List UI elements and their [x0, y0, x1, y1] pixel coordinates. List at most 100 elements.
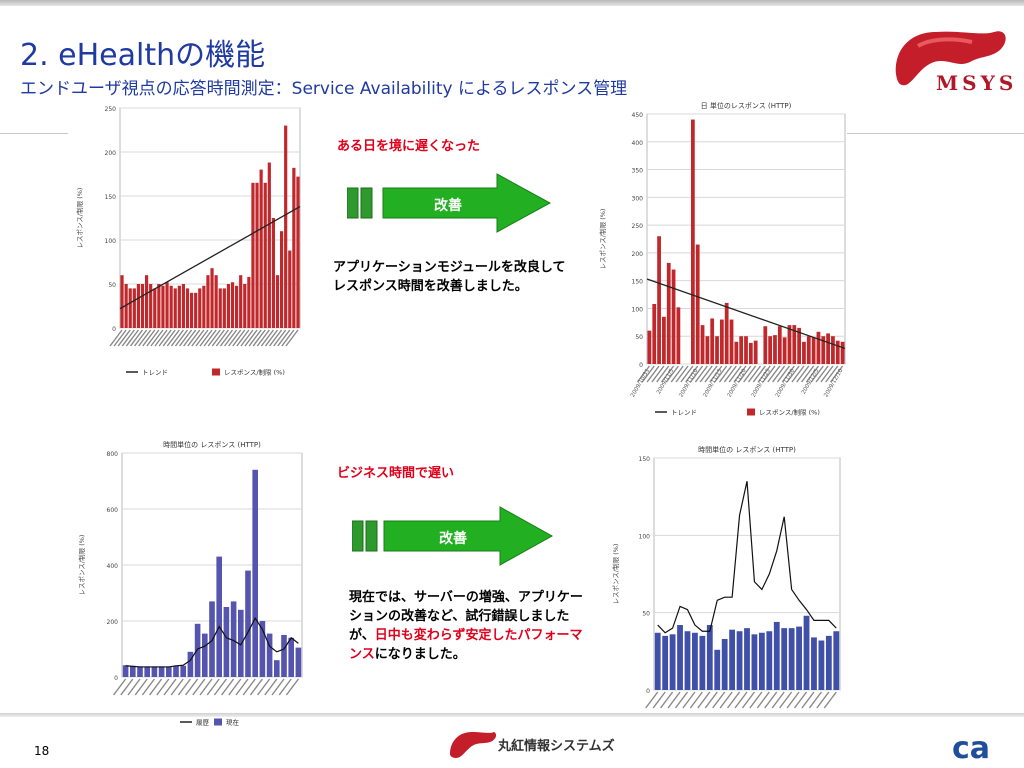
bar: [695, 244, 700, 364]
bar: [173, 288, 177, 328]
x-tick-mark: [252, 329, 266, 347]
bar: [295, 647, 302, 677]
y-tick-label: 400: [107, 563, 119, 570]
bar: [149, 284, 153, 328]
page-title: 2. eHealthの機能: [20, 38, 266, 73]
x-tick-mark: [271, 678, 285, 696]
bar: [768, 336, 773, 364]
x-tick-mark: [801, 365, 815, 383]
x-tick-mark: [825, 365, 839, 383]
x-tick-mark: [771, 691, 785, 709]
x-tick-mark: [723, 365, 737, 383]
x-tick-mark: [158, 329, 172, 347]
y-axis-label: レスポンス/制限 (%): [598, 209, 607, 270]
bar: [198, 288, 202, 328]
x-tick-mark: [689, 365, 704, 383]
y-tick-label: 0: [646, 688, 650, 695]
description-2-tail: になりました。: [374, 647, 466, 662]
x-tick-mark: [224, 329, 238, 347]
bar: [292, 167, 296, 328]
bar: [230, 601, 237, 677]
x-tick-mark: [738, 365, 752, 383]
x-tick-mark: [113, 678, 127, 696]
bar: [252, 469, 259, 677]
bar: [699, 635, 706, 690]
x-tick-mark: [195, 329, 209, 347]
bar: [210, 268, 214, 328]
bar: [818, 640, 825, 690]
y-tick-label: 450: [632, 112, 644, 119]
bar: [259, 621, 266, 677]
bar: [714, 649, 721, 690]
x-tick-mark: [660, 691, 674, 709]
bar: [201, 633, 208, 677]
bar: [787, 325, 792, 364]
x-tick-mark: [109, 329, 123, 347]
y-tick-label: 150: [632, 279, 644, 286]
x-tick-mark: [166, 329, 180, 347]
x-tick-mark: [244, 329, 258, 347]
x-tick-mark: [134, 678, 148, 696]
y-tick-label: 150: [639, 456, 651, 463]
bar: [788, 628, 795, 690]
x-tick-mark: [235, 678, 249, 696]
x-tick-mark: [726, 691, 741, 709]
x-tick-mark: [285, 329, 299, 347]
y-tick-label: 800: [107, 451, 119, 458]
x-tick-mark: [142, 329, 156, 347]
bar: [206, 275, 210, 328]
bar: [654, 632, 661, 690]
bar: [739, 336, 744, 364]
legend-bar-swatch: [747, 408, 755, 416]
x-tick-mark: [712, 691, 726, 709]
company-name: 丸紅情報システムズ: [498, 739, 615, 754]
divider-right: [846, 133, 1024, 134]
bar: [124, 284, 128, 328]
y-tick-label: 0: [639, 362, 643, 369]
legend-label: レスポンス/制限 (%): [224, 368, 285, 377]
bar: [751, 634, 758, 690]
x-tick-mark: [174, 329, 189, 347]
x-tick-mark: [154, 329, 168, 347]
y-tick-label: 200: [105, 150, 117, 157]
x-tick-mark: [667, 691, 681, 709]
x-tick-mark: [805, 365, 819, 383]
ca-logo-icon: ca: [952, 731, 990, 766]
bar: [245, 570, 251, 677]
bar: [662, 635, 669, 690]
x-tick-mark: [113, 329, 127, 347]
x-tick-mark: [269, 329, 283, 347]
bar: [677, 625, 683, 690]
history-line: [125, 617, 299, 668]
x-tick-mark: [796, 365, 810, 383]
x-tick-mark: [199, 678, 213, 696]
legend-label: トレンド: [671, 409, 697, 417]
y-tick-label: 50: [635, 334, 643, 341]
bar: [835, 340, 840, 364]
x-tick-mark: [192, 678, 206, 696]
bar: [684, 631, 691, 690]
bar: [766, 631, 773, 690]
x-tick-mark: [665, 365, 679, 383]
x-tick-mark: [697, 691, 711, 709]
x-tick-mark: [177, 678, 191, 696]
x-tick-mark: [743, 365, 757, 383]
chart-hourly-before-svg: 0 200 400 600 800 時間単位の レスポンス (HTTP) レスポンス/制限 …: [77, 440, 303, 727]
x-tick-mark: [823, 691, 837, 709]
x-tick-mark: [203, 329, 217, 347]
x-tick-mark: [764, 691, 778, 709]
bar: [840, 341, 845, 364]
x-tick-mark: [793, 691, 808, 709]
bar: [811, 337, 816, 364]
y-tick-label: 50: [642, 611, 650, 618]
x-tick-mark: [277, 329, 291, 347]
bar: [748, 342, 753, 364]
improve-arrow-2: 改善: [351, 505, 562, 569]
trend-line: [646, 278, 846, 350]
bar: [729, 629, 736, 690]
description-1: アプリケーションモジュールを改良してレスポンス時間を改善しました。: [333, 260, 566, 294]
x-tick-mark: [749, 691, 763, 709]
bar: [187, 651, 194, 677]
chart-title: 時間単位の レスポンス (HTTP): [698, 445, 796, 454]
